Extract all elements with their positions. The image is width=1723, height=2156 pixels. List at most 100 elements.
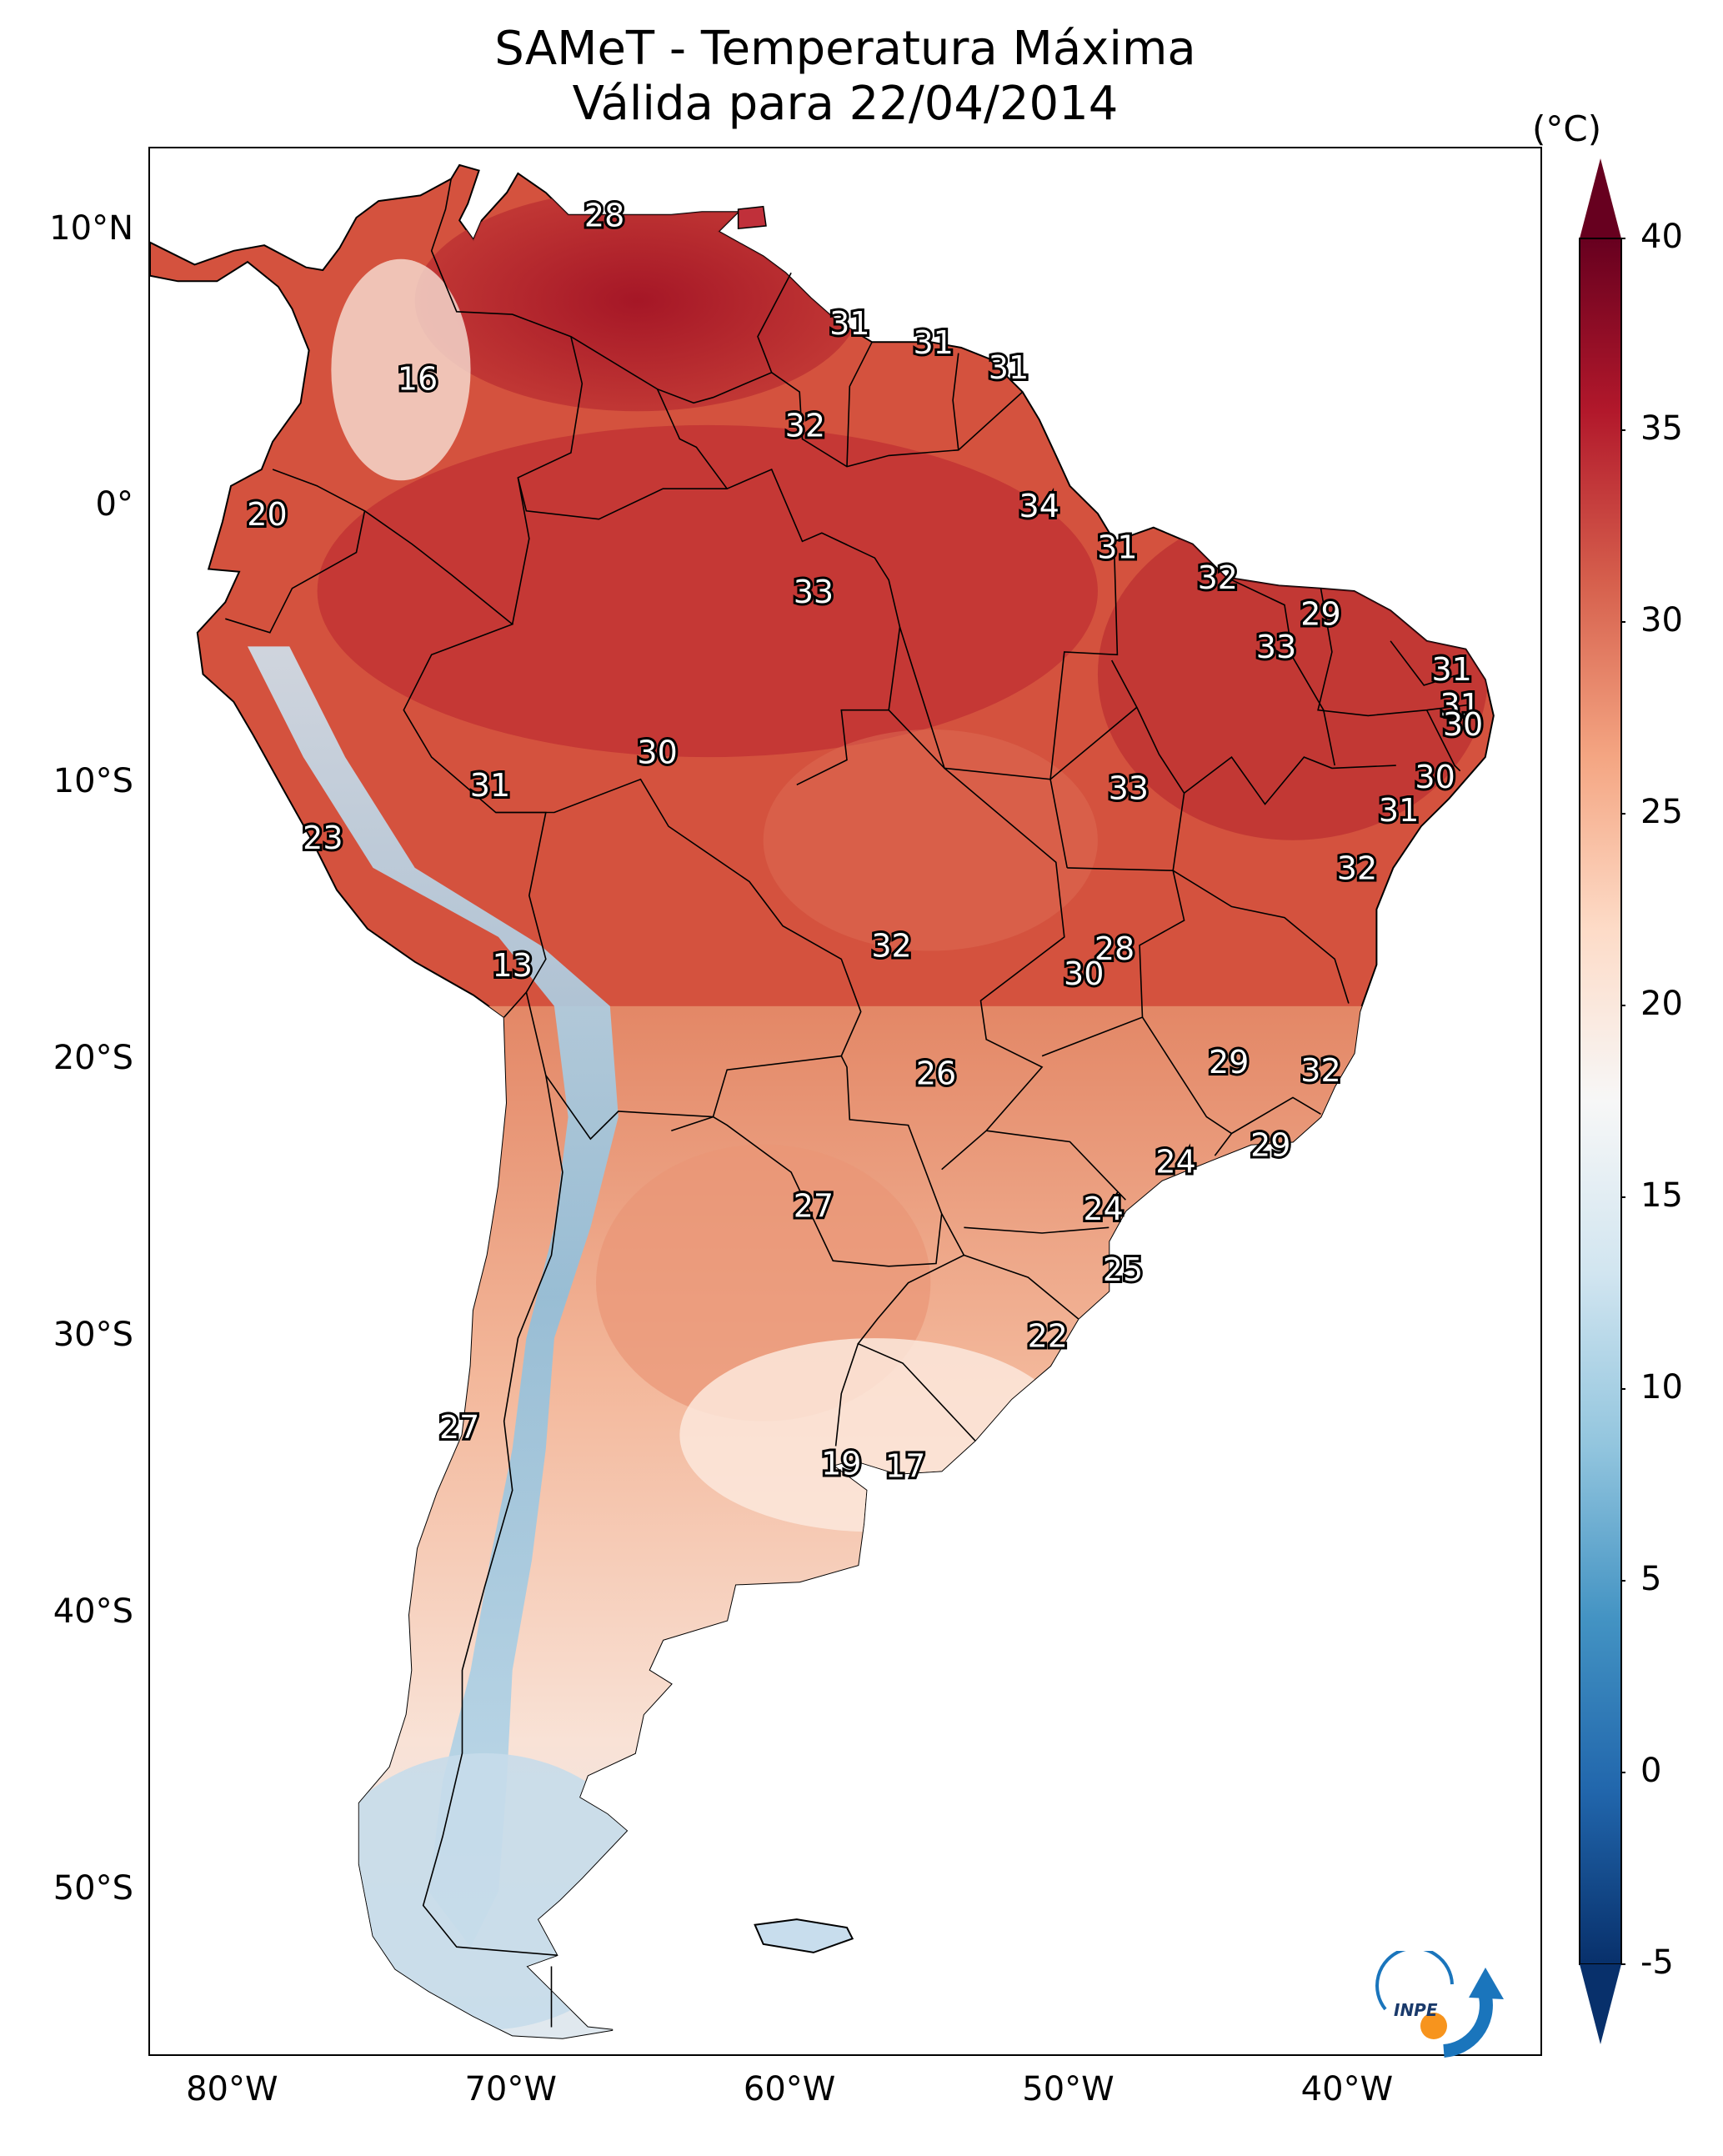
colorbar-tick-label: 15 (1640, 1176, 1683, 1215)
border-line (899, 626, 1068, 869)
cool-region-colombian-andes (331, 258, 471, 481)
border-line (1184, 755, 1396, 805)
border-line (1214, 1133, 1233, 1156)
colorbar-tick-label: 30 (1640, 601, 1683, 639)
temperature-value-label: 25 (1103, 1251, 1143, 1288)
temperature-value-label: 28 (1094, 930, 1134, 967)
title-line-2: Válida para 22/04/2014 (572, 77, 1119, 131)
map-panel[interactable]: 28 31 31 31 16 32 34 20 31 33 32 29 33 31 31 30 30 31 33 30… (148, 147, 1542, 2056)
border-line (364, 510, 547, 1018)
temperature-value-label: 29 (1300, 595, 1340, 632)
temperature-value-label: 31 (470, 767, 510, 804)
hot-region-north (414, 189, 861, 412)
latitude-tick-label: 20°S (53, 1039, 133, 1078)
temperature-value-label: 31 (1379, 792, 1419, 829)
falkland-islands (754, 1918, 854, 1953)
temperature-value-label: 22 (1028, 1318, 1068, 1355)
temperature-value-label: 16 (398, 360, 438, 397)
temperature-value-label: 23 (303, 820, 343, 856)
country-borders (225, 178, 1472, 2028)
border-line (846, 341, 873, 467)
temperature-value-label: 19 (821, 1445, 861, 1482)
longitude-tick-label: 70°W (464, 2070, 557, 2108)
mild-region-pampa (679, 1338, 1070, 1532)
border-line (1317, 588, 1472, 717)
longitude-tick-label: 50°W (1022, 2070, 1114, 2108)
temperature-value-label: 30 (1064, 955, 1104, 992)
border-line (964, 1226, 1109, 1234)
colorbar-tick-label: 5 (1640, 1560, 1662, 1598)
border-line (1172, 870, 1350, 1004)
title-line-1: SAMeT - Temperatura Máxima (494, 22, 1196, 76)
temperature-value-label: 30 (637, 734, 677, 770)
cold-region-patagonia (317, 1752, 652, 2030)
temperature-value-label: 24 (1155, 1144, 1195, 1181)
temperature-value-label: 32 (1198, 559, 1238, 596)
border-line (986, 1130, 1126, 1201)
border-line (1041, 870, 1185, 1057)
border-line (713, 1055, 943, 1267)
border-line (952, 353, 959, 450)
border-line (964, 1254, 1079, 1320)
temperature-value-label: 33 (1109, 770, 1149, 806)
temperature-value-label: 13 (493, 947, 533, 984)
border-line (671, 1116, 714, 1131)
border-line (422, 1075, 563, 1956)
border-line (517, 477, 728, 520)
inpe-logo: INPE (1375, 1951, 1504, 2058)
colorbar-tick-label: 25 (1640, 793, 1683, 831)
temperature-value-label: 31 (1097, 529, 1137, 566)
latitude-tick-label: 10°S (53, 762, 133, 801)
latitude-tick-label: 50°S (53, 1868, 133, 1908)
longitude-tick-label: 80°W (186, 2070, 278, 2108)
colorbar-tick-label: 10 (1640, 1368, 1683, 1406)
border-line (225, 469, 366, 634)
temperature-value-label: 29 (1209, 1044, 1249, 1081)
border-line (1067, 659, 1185, 872)
temperature-value-label: 24 (1083, 1191, 1123, 1227)
temperature-value-label: 27 (794, 1188, 834, 1225)
temperature-value-label: 31 (1431, 651, 1471, 688)
border-line (1225, 576, 1335, 766)
border-line (888, 709, 1065, 1171)
latitude-tick-label: 30°S (53, 1316, 133, 1355)
temperature-value-label: 30 (1415, 759, 1455, 795)
temperature-value-label: 31 (829, 305, 869, 342)
colorbar-extend-min (1580, 1964, 1621, 2044)
border-line (1425, 709, 1461, 772)
temperature-value-label: 32 (785, 408, 825, 444)
temperature-value-label: 32 (1337, 850, 1377, 887)
temperature-value-label: 29 (1250, 1127, 1290, 1164)
temperature-value-label: 31 (913, 324, 953, 361)
temperature-value-label: 27 (439, 1409, 479, 1446)
latitude-tick-label: 10°N (49, 208, 133, 248)
land-temperature-field (150, 163, 1495, 2039)
colorbar-tick-label: 0 (1640, 1752, 1662, 1790)
temperature-value-label: 33 (1256, 629, 1296, 665)
colorbar-extend-max (1580, 158, 1621, 238)
map-title: SAMeT - Temperatura Máxima Válida para 2… (148, 22, 1542, 132)
colorbar-tick-label: -5 (1640, 1943, 1674, 1982)
border-line (656, 389, 901, 786)
colorbar-tick-label: 40 (1640, 218, 1683, 256)
trinidad-island (737, 205, 767, 230)
colorbar-body (1579, 238, 1622, 1965)
colorbar (1579, 158, 1625, 2044)
temperature-value-label: 32 (871, 928, 911, 965)
colorbar-tick-label: 35 (1640, 409, 1683, 448)
colorbar-unit: (°C) (1532, 108, 1602, 149)
temperature-value-label: 31 (989, 349, 1029, 386)
latitude-tick-label: 40°S (53, 1592, 133, 1631)
warm-region-central (763, 729, 1098, 951)
longitude-tick-label: 60°W (743, 2070, 836, 2108)
cold-region-andes (248, 646, 619, 1948)
hot-region-amazon (317, 424, 1098, 758)
colorbar-tick-label: 20 (1640, 985, 1683, 1023)
border-line (1049, 706, 1138, 780)
temperature-value-label: 34 (1019, 488, 1059, 524)
temperature-value-label: 32 (1300, 1052, 1340, 1089)
temperature-value-label: 20 (247, 496, 287, 533)
temperature-value-label: 17 (885, 1448, 925, 1485)
